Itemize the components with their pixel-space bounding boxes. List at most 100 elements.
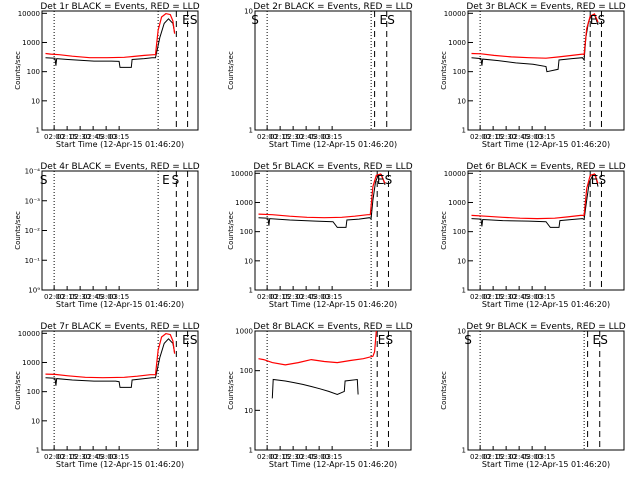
eclipse-marker-label: S: [385, 173, 393, 187]
eclipse-marker-label: S: [598, 13, 606, 27]
eclipse-marker-label: S: [599, 173, 607, 187]
events-series-line: [471, 173, 599, 228]
x-axis-label: Start Time (12-Apr-15 01:46:20): [482, 460, 610, 469]
eclipse-marker-label: S: [190, 333, 198, 347]
chart-panel: Det 9r BLACK = Events, RED = LLD 1 10 02:00…: [440, 322, 626, 469]
x-tick-label: 02:45: [296, 133, 316, 141]
y-axis-label: Counts/sec: [14, 211, 22, 250]
eclipse-marker-label: S: [190, 13, 198, 27]
x-tick-label: 02:30: [70, 293, 90, 301]
chart-title: Det 3r BLACK = Events, RED = LLD: [466, 2, 625, 12]
y-axis-label: Counts/sec: [227, 211, 235, 250]
y-tick-label: 10000: [444, 170, 466, 178]
x-tick-label: 02:15: [57, 293, 77, 301]
y-tick-label: 10: [244, 257, 253, 265]
y-axis-label: Counts/sec: [14, 371, 22, 410]
y-tick-label: 100: [240, 228, 253, 236]
y-axis-label: Counts/sec: [227, 371, 235, 410]
chart-title: Det 7r BLACK = Events, RED = LLD: [40, 322, 199, 332]
chart-panel: Det 6r BLACK = Events, RED = LLD 1 10 100 10…: [440, 162, 626, 309]
y-tick-label: 1000: [235, 328, 253, 336]
plot-frame: [467, 170, 625, 291]
x-tick-label: 03:15: [535, 453, 555, 461]
x-axis-label: Start Time (12-Apr-15 01:46:20): [269, 300, 397, 309]
y-tick-label: 10⁻⁴: [25, 168, 41, 176]
y-tick-label: 1: [462, 447, 466, 455]
y-tick-label: 10: [457, 328, 466, 336]
y-tick-label: 10: [31, 417, 40, 425]
x-tick-label: 02:00: [257, 133, 277, 141]
chart-panel: Det 4r BLACK = Events, RED = LLD 10⁹ 10⁻¹ 1…: [14, 162, 200, 309]
chart-title: Det 2r BLACK = Events, RED = LLD: [253, 2, 412, 12]
x-tick-label: 02:30: [496, 453, 516, 461]
x-tick-label: 03:00: [522, 453, 542, 461]
eclipse-marker-label: E: [591, 173, 599, 187]
x-tick-label: 02:45: [509, 133, 529, 141]
x-axis-label: Start Time (12-Apr-15 01:46:20): [56, 460, 184, 469]
y-tick-label: 1: [36, 127, 40, 135]
x-tick-label: 02:45: [296, 293, 316, 301]
lld-series-line: [258, 173, 386, 219]
x-tick-label: 03:00: [96, 293, 116, 301]
y-tick-label: 100: [240, 367, 253, 375]
y-tick-label: 10⁻²: [25, 227, 41, 235]
x-tick-label: 02:15: [270, 293, 290, 301]
y-axis-label: Counts/sec: [440, 51, 448, 90]
y-tick-label: 1000: [235, 199, 253, 207]
x-axis-label: Start Time (12-Apr-15 01:46:20): [56, 140, 184, 149]
y-axis-label: Counts/sec: [440, 371, 448, 410]
y-tick-label: 10000: [18, 330, 40, 338]
x-tick-label: 03:00: [309, 453, 329, 461]
x-tick-label: 02:45: [83, 133, 103, 141]
plot-frame: [254, 330, 412, 451]
eclipse-marker-label: E: [378, 333, 386, 347]
eclipse-marker-label: E: [377, 173, 385, 187]
lld-series-line: [258, 330, 377, 366]
eclipse-marker-label: E: [182, 333, 190, 347]
eclipse-marker-label: E: [379, 13, 387, 27]
x-tick-label: 02:15: [57, 453, 77, 461]
y-tick-label: 100: [453, 228, 466, 236]
x-tick-label: 03:00: [522, 293, 542, 301]
y-tick-label: 1000: [448, 39, 466, 47]
eclipse-marker-label: S: [387, 13, 395, 27]
x-tick-label: 03:15: [535, 293, 555, 301]
y-tick-label: 10000: [231, 170, 253, 178]
x-axis-label: Start Time (12-Apr-15 01:46:20): [56, 300, 184, 309]
events-series-line: [258, 174, 386, 228]
y-axis-label: Counts/sec: [227, 51, 235, 90]
eclipse-marker-label: S: [386, 333, 394, 347]
x-tick-label: 02:45: [83, 453, 103, 461]
x-tick-label: 02:30: [70, 453, 90, 461]
plot-frame: [41, 10, 199, 131]
eclipse-marker-label: S: [600, 333, 608, 347]
chart-title: Det 6r BLACK = Events, RED = LLD: [466, 162, 625, 172]
y-tick-label: 10: [457, 257, 466, 265]
x-tick-label: 02:15: [483, 453, 503, 461]
y-tick-label: 10: [457, 97, 466, 105]
chart-panel: Det 5r BLACK = Events, RED = LLD 1 10 100 10…: [227, 162, 413, 309]
x-tick-label: 03:00: [96, 133, 116, 141]
y-axis-label: Counts/sec: [440, 211, 448, 250]
chart-panel: Det 8r BLACK = Events, RED = LLD 1 10 100 10…: [227, 322, 413, 469]
y-tick-label: 100: [27, 68, 40, 76]
x-tick-label: 03:00: [309, 133, 329, 141]
x-axis-label: Start Time (12-Apr-15 01:46:20): [269, 460, 397, 469]
x-tick-label: 03:00: [309, 293, 329, 301]
lld-series-line: [45, 12, 176, 59]
y-axis-label: Counts/sec: [14, 51, 22, 90]
x-axis-label: Start Time (12-Apr-15 01:46:20): [482, 300, 610, 309]
x-tick-label: 02:45: [296, 453, 316, 461]
x-tick-label: 02:30: [496, 293, 516, 301]
x-tick-label: 02:30: [283, 133, 303, 141]
y-tick-label: 10: [244, 407, 253, 415]
events-series-line: [271, 378, 359, 399]
x-tick-label: 03:15: [109, 453, 129, 461]
x-tick-label: 03:00: [522, 133, 542, 141]
x-tick-label: 02:00: [470, 293, 490, 301]
eclipse-marker-label: E: [182, 13, 190, 27]
y-tick-label: 100: [27, 388, 40, 396]
chart-panel: Det 7r BLACK = Events, RED = LLD 1 10 100 10…: [14, 322, 200, 469]
eclipse-marker-label: E: [592, 333, 600, 347]
y-tick-label: 1: [36, 447, 40, 455]
